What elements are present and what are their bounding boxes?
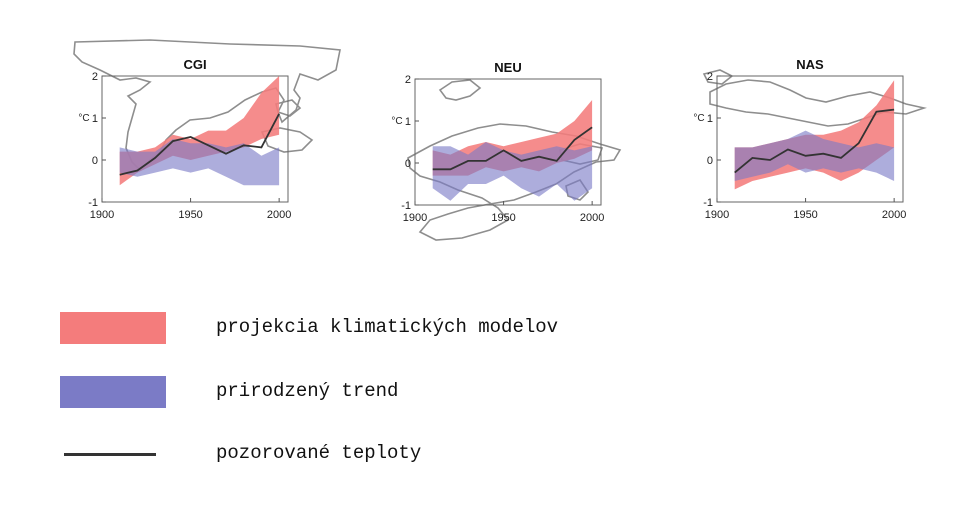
legend-label-model: projekcia klimatických modelov [216, 316, 559, 338]
y-tick-label: 0 [405, 158, 411, 170]
y-axis-label: °C [693, 113, 704, 124]
legend-swatch-model [60, 312, 166, 344]
y-tick-label: 2 [707, 71, 713, 83]
observed-line [734, 108, 895, 174]
x-tick-label: 1900 [403, 212, 427, 224]
x-tick-label: 1950 [178, 209, 202, 221]
x-tick-label: 2000 [882, 209, 906, 221]
natural-band [432, 142, 593, 201]
map-outline [260, 127, 314, 153]
chart-nas: -1 0 1 2 1900 1950 2000 °C NAS [693, 57, 927, 221]
y-tick-label: -1 [401, 200, 411, 212]
legend-swatch-observed [64, 453, 156, 456]
legend-label-observed: pozorované teploty [216, 442, 422, 464]
y-tick-label: 1 [707, 113, 713, 125]
x-tick-label: 1900 [705, 209, 729, 221]
legend-swatch-natural [60, 376, 166, 408]
charts-canvas: -1 0 1 2 1900 1950 2000 °C CGI -1 0 1 2 1900 1950 2000 °… [73, 39, 927, 241]
x-tick-label: 1950 [491, 212, 515, 224]
legend-item-natural: prirodzený trend [60, 376, 760, 408]
chart-cgi: -1 0 1 2 1900 1950 2000 °C CGI [73, 39, 341, 221]
map-outline [407, 123, 622, 241]
y-tick-label: 1 [92, 113, 98, 125]
plot-frame [414, 78, 602, 206]
y-tick-label: 1 [405, 116, 411, 128]
chart-title: NEU [494, 60, 521, 75]
y-tick-label: 2 [405, 74, 411, 86]
y-axis-label: °C [78, 113, 89, 124]
plot-frame [101, 75, 289, 203]
x-tick-label: 1900 [90, 209, 114, 221]
chart-title: NAS [796, 57, 824, 72]
map-outline [709, 79, 927, 127]
chart-title: CGI [183, 57, 206, 72]
chart-neu: -1 0 1 2 1900 1950 2000 °C NEU [391, 60, 622, 241]
natural-band [119, 139, 280, 186]
map-outline [73, 39, 341, 172]
x-tick-label: 1950 [793, 209, 817, 221]
y-tick-label: 0 [707, 155, 713, 167]
legend-item-model: projekcia klimatických modelov [60, 312, 760, 344]
y-tick-label: 0 [92, 155, 98, 167]
observed-line [119, 113, 280, 176]
observed-line [432, 126, 593, 171]
plot-frame [716, 75, 904, 203]
legend-label-natural: prirodzený trend [216, 380, 399, 402]
x-tick-label: 2000 [580, 212, 604, 224]
x-tick-label: 2000 [267, 209, 291, 221]
legend-item-observed: pozorované teploty [60, 438, 760, 470]
y-tick-label: -1 [88, 197, 98, 209]
y-tick-label: -1 [703, 197, 713, 209]
map-outline [438, 79, 482, 101]
natural-band [734, 130, 895, 181]
y-axis-label: °C [391, 116, 402, 127]
map-outline [702, 69, 734, 85]
y-tick-label: 2 [92, 71, 98, 83]
